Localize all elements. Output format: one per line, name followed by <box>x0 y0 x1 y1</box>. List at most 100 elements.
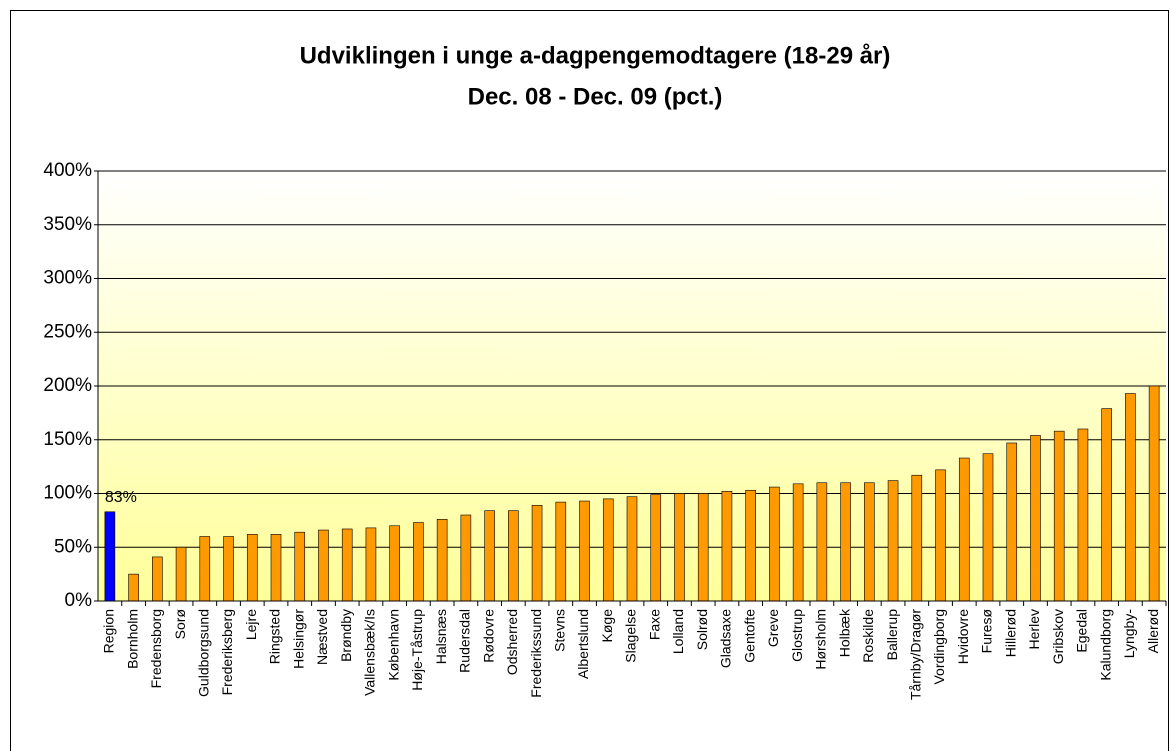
x-tick-label: Ringsted <box>267 609 283 664</box>
bar <box>1053 430 1065 602</box>
x-tick-label: Stevns <box>552 609 568 652</box>
x-tick-label: Frederikssund <box>528 609 544 698</box>
x-tick-label: Kalundborg <box>1097 609 1113 681</box>
x-tick-label: Halsnæs <box>433 609 449 664</box>
x-tick-label: Frederiksberg <box>219 609 235 695</box>
y-tick-label: 350% <box>43 214 92 235</box>
bar <box>223 536 234 602</box>
bar <box>270 534 282 602</box>
bar <box>1006 442 1018 602</box>
bar <box>1030 435 1041 602</box>
bar <box>650 494 662 602</box>
bar <box>104 511 116 602</box>
bar <box>721 491 733 602</box>
x-tick-label: Albertslund <box>575 609 591 679</box>
x-tick-label: Odsherred <box>504 609 520 675</box>
x-tick-label: Vallensbæk/Is <box>362 609 378 696</box>
bar <box>697 493 709 602</box>
bar <box>365 527 377 602</box>
x-tick-label: Lolland <box>670 609 686 654</box>
bar <box>1101 408 1112 602</box>
x-tick-label: Ballerup <box>884 609 900 661</box>
bar <box>911 474 923 602</box>
bar <box>484 510 495 602</box>
data-label: 83% <box>105 489 137 506</box>
bar <box>152 556 163 602</box>
bar <box>508 510 519 602</box>
y-tick-label: 200% <box>43 375 92 396</box>
x-tick-label: Bornholm <box>124 609 140 669</box>
bar <box>413 522 424 602</box>
x-tick-label: Lyngby- <box>1121 609 1137 659</box>
bar <box>389 525 400 602</box>
x-tick-label: Faxe <box>646 609 662 640</box>
x-tick-label: Køge <box>599 609 615 643</box>
bar <box>1125 393 1136 602</box>
bar <box>246 534 258 602</box>
x-tick-label: Gladsaxe <box>718 609 734 668</box>
bar <box>864 482 875 602</box>
x-tick-label: Lejre <box>243 609 259 640</box>
x-tick-label: Holbæk <box>836 608 852 657</box>
y-tick-label: 100% <box>43 483 92 504</box>
x-tick-label: Glostrup <box>789 609 805 662</box>
bar <box>840 482 851 602</box>
x-tick-label: København <box>385 609 401 681</box>
bar <box>745 489 756 602</box>
bar <box>1077 428 1089 602</box>
bar <box>602 498 614 602</box>
x-tick-label: Hvidovre <box>955 609 971 664</box>
bar <box>958 457 970 602</box>
x-tick-label: Herlev <box>1026 609 1042 649</box>
x-tick-label: Gentofte <box>741 609 757 663</box>
x-tick-label: Allerød <box>1145 609 1161 653</box>
bar <box>792 483 804 602</box>
bar <box>175 546 187 602</box>
x-tick-label: Helsingør <box>290 609 306 669</box>
bar <box>531 505 543 602</box>
x-tick-label: Rudersdal <box>457 609 473 673</box>
x-tick-label: Roskilde <box>860 609 876 663</box>
x-tick-label: Fredensborg <box>148 609 164 688</box>
bar <box>674 493 685 602</box>
x-tick-label: Rødovre <box>480 609 496 663</box>
x-tick-label: Hørsholm <box>813 609 829 670</box>
y-tick-label: 150% <box>43 429 92 450</box>
chart-title: Udviklingen i unge a-dagpengemodtagere (… <box>300 42 891 69</box>
bar <box>626 496 638 602</box>
bar <box>982 453 994 602</box>
bar <box>887 480 899 602</box>
y-tick-label: 250% <box>43 321 92 342</box>
bar <box>460 514 472 602</box>
bar <box>935 469 946 602</box>
bar <box>816 482 828 602</box>
y-tick-label: 300% <box>43 268 92 289</box>
bar <box>294 531 306 602</box>
x-tick-label: Egedal <box>1074 609 1090 653</box>
x-tick-label: Vordingborg <box>931 609 947 685</box>
bar <box>1148 385 1160 602</box>
x-tick-label: Guldborgsund <box>196 609 212 697</box>
x-tick-label: Solrød <box>694 609 710 650</box>
bar <box>436 518 448 602</box>
bar <box>579 500 590 602</box>
bar <box>555 501 567 602</box>
chart-subtitle: Dec. 08 - Dec. 09 (pct.) <box>468 83 723 110</box>
bar <box>769 486 780 602</box>
x-tick-label: Gribskov <box>1050 609 1066 664</box>
x-tick-label: Furesø <box>979 609 995 654</box>
y-tick-label: 0% <box>65 590 93 611</box>
x-tick-label: Slagelse <box>623 609 639 663</box>
x-tick-label: Region <box>101 609 117 653</box>
bar <box>341 528 353 602</box>
y-tick-label: 50% <box>54 536 92 557</box>
bar <box>128 573 139 602</box>
x-tick-label: Tårnby/Dragør <box>908 609 924 700</box>
x-tick-label: Brøndby <box>338 609 354 662</box>
x-tick-label: Hillerød <box>1002 609 1018 657</box>
x-tick-label: Sorø <box>172 609 188 640</box>
bar <box>199 536 211 602</box>
x-tick-label: Høje-Tåstrup <box>409 609 425 691</box>
